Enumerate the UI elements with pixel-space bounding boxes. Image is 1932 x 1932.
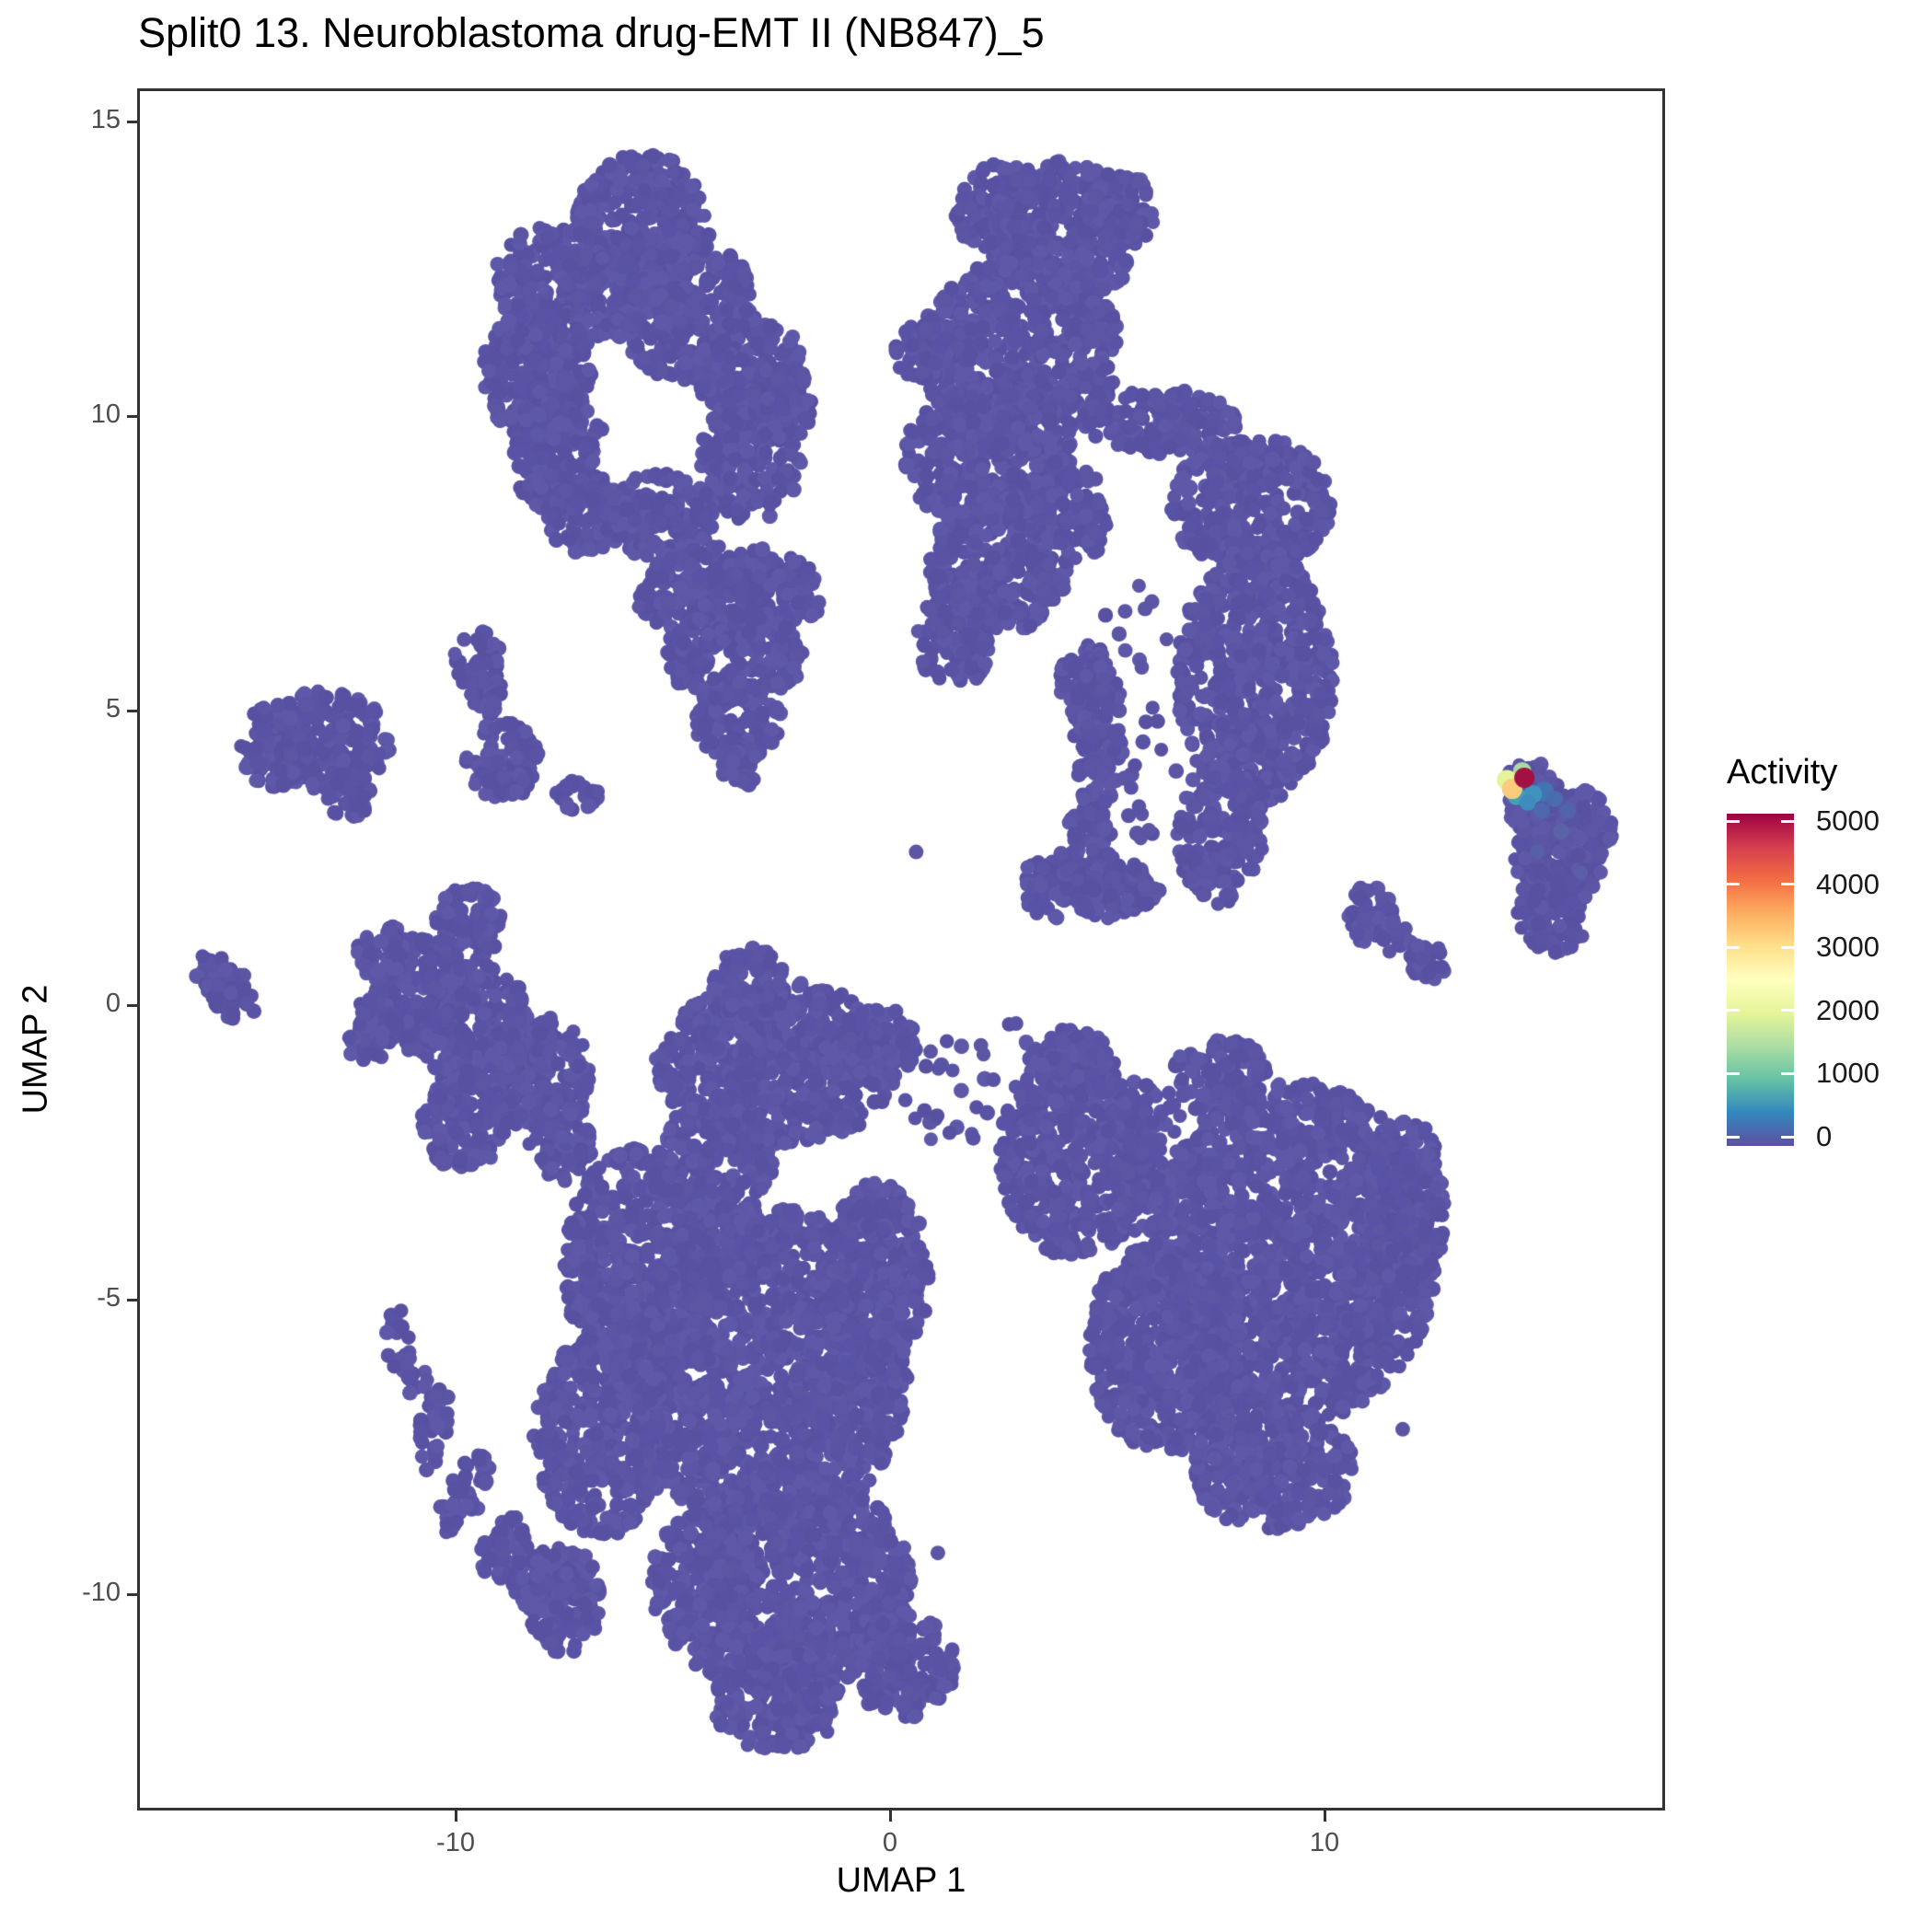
y-tick-label: -5 — [97, 1283, 121, 1313]
y-tick-mark — [127, 414, 139, 418]
y-tick-label: -10 — [82, 1578, 121, 1607]
x-tick-mark — [1323, 1810, 1326, 1822]
legend-bar-tick-mark — [1781, 945, 1794, 949]
legend-bar-tick-mark — [1781, 883, 1794, 886]
legend-bar-tick-mark — [1781, 1135, 1794, 1139]
x-axis-title: UMAP 1 — [836, 1861, 966, 1900]
y-axis-title: UMAP 2 — [16, 984, 55, 1115]
legend-colorbar — [1727, 814, 1794, 1146]
legend-bar-tick-mark — [1727, 819, 1740, 823]
x-tick-mark — [454, 1810, 457, 1822]
y-tick-label: 15 — [90, 105, 121, 134]
x-tick-mark — [888, 1810, 892, 1822]
x-tick-label: -10 — [436, 1828, 475, 1857]
y-tick-label: 0 — [105, 989, 121, 1018]
x-tick-label: 10 — [1309, 1828, 1340, 1857]
activity-legend: Activity 0 1000 2000 3000 4000 5000 — [1727, 753, 1932, 1195]
y-tick-mark — [127, 1592, 139, 1596]
legend-bar-tick-mark — [1727, 883, 1740, 886]
y-tick-mark — [127, 1003, 139, 1007]
y-tick-label: 10 — [90, 399, 121, 429]
legend-title: Activity — [1727, 753, 1838, 792]
legend-bar-tick-mark — [1727, 1071, 1740, 1075]
legend-tick-label: 1000 — [1816, 1057, 1880, 1090]
legend-bar-tick-mark — [1727, 945, 1740, 949]
legend-tick-label: 4000 — [1816, 867, 1880, 900]
legend-bar-tick-mark — [1781, 1071, 1794, 1075]
chart-title: Split0 13. Neuroblastoma drug-EMT II (NB… — [138, 9, 1045, 56]
legend-tick-label: 0 — [1816, 1120, 1833, 1152]
legend-bar-tick-mark — [1727, 1135, 1740, 1139]
legend-bar-tick-mark — [1781, 819, 1794, 823]
x-tick-label: 0 — [882, 1828, 898, 1857]
y-tick-label: 5 — [105, 694, 121, 723]
legend-tick-label: 2000 — [1816, 993, 1880, 1026]
y-tick-mark — [127, 709, 139, 712]
legend-bar-tick-mark — [1727, 1009, 1740, 1012]
y-tick-mark — [127, 1298, 139, 1301]
legend-tick-label: 3000 — [1816, 931, 1880, 964]
legend-tick-label: 5000 — [1816, 804, 1880, 837]
y-tick-mark — [127, 120, 139, 123]
legend-bar-tick-mark — [1781, 1009, 1794, 1012]
plot-panel — [137, 88, 1665, 1811]
